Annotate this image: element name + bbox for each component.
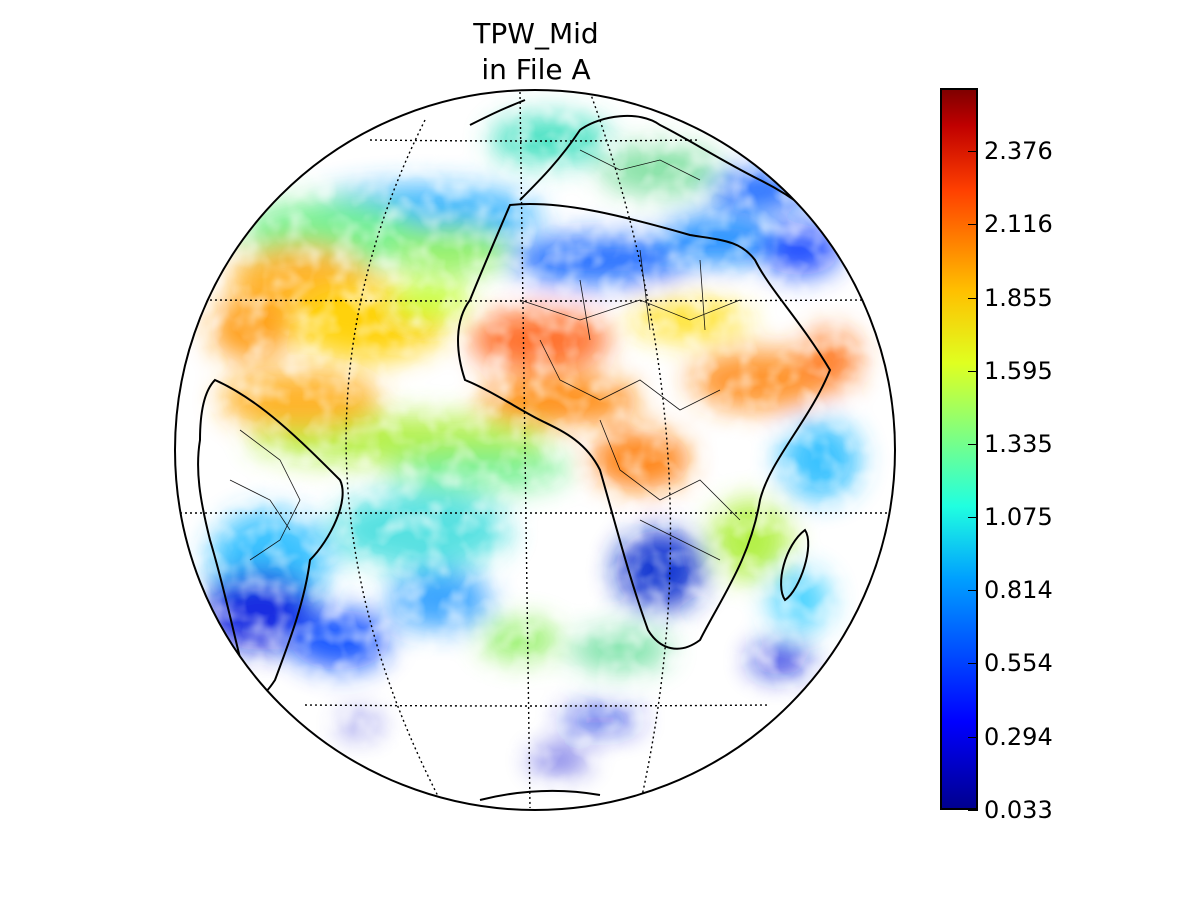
- colorbar: [940, 88, 978, 810]
- colorbar-tick-label: 2.376: [984, 137, 1053, 165]
- colorbar-tick-label: 0.033: [984, 796, 1053, 824]
- colorbar-tick-mark: [968, 224, 978, 226]
- graticule: [175, 91, 895, 809]
- colorbar-tick-mark: [968, 590, 978, 592]
- colorbar-tick-label: 0.554: [984, 649, 1053, 678]
- colorbar-tick-label: 1.855: [984, 283, 1053, 312]
- colorbar-tick-mark: [968, 151, 978, 152]
- country-borders: [229, 149, 741, 561]
- colorbar-tick-label: 1.335: [984, 429, 1053, 458]
- colorbar-tick-mark: [968, 810, 978, 811]
- colorbar-tick-label: 1.595: [984, 356, 1053, 385]
- colorbar-tick-label: 0.294: [984, 722, 1053, 751]
- colorbar-tick-mark: [968, 736, 978, 738]
- colorbar-tick-mark: [968, 516, 978, 518]
- globe-outline: [174, 89, 896, 811]
- map-title-line-1: TPW_Mid: [473, 17, 599, 50]
- colorbar-tick-label: 0.814: [984, 576, 1053, 605]
- colorbar-tick-mark: [968, 443, 978, 445]
- colorbar-tick-label: 1.075: [984, 502, 1053, 531]
- colorbar-tick-mark: [968, 370, 978, 372]
- map-title-line-2: in File A: [481, 53, 591, 86]
- colorbar-tick-mark: [968, 663, 978, 665]
- colorbar-tick-mark: [968, 297, 978, 299]
- coastlines: [197, 99, 846, 801]
- colorbar-tick-label: 2.116: [984, 210, 1053, 239]
